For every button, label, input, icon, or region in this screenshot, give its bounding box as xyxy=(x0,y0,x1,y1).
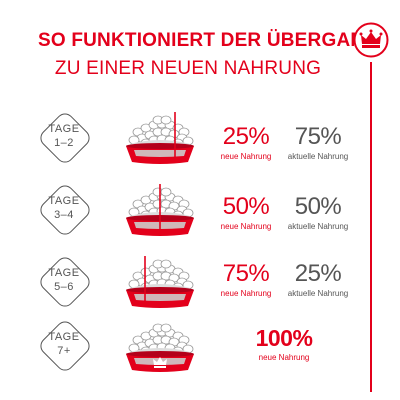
step-4-new-label: neue Nahrung xyxy=(258,353,310,362)
step-3-current-percent: 25% xyxy=(294,260,342,287)
step-1-current-label: aktuelle Nahrung xyxy=(287,152,349,161)
step-3-bowl-icon xyxy=(126,256,194,308)
step-2-day-badge: TAGE 3–4 xyxy=(36,181,94,239)
step-4-day-badge: TAGE 7+ xyxy=(36,317,94,375)
timeline-line xyxy=(370,62,372,392)
step-2-new-percent: 50% xyxy=(222,193,270,220)
page-title-line2: ZU EINER NEUEN NAHRUNG xyxy=(54,58,322,79)
step-1-current-percent: 75% xyxy=(294,123,342,150)
step-4-new-percent: 100% xyxy=(255,325,313,351)
step-3-day-badge: TAGE 5–6 xyxy=(36,253,94,311)
step-1-new-percent: 25% xyxy=(222,123,270,150)
step-4-bowl-icon xyxy=(126,323,194,372)
royal-canin-crown-icon xyxy=(353,22,389,58)
step-2-bowl-icon xyxy=(126,184,194,236)
step-1-bowl-icon xyxy=(126,112,194,164)
step-3-current-label: aktuelle Nahrung xyxy=(287,289,349,298)
step-1-day-badge: TAGE 1–2 xyxy=(36,109,94,167)
step-2-new-label: neue Nahrung xyxy=(220,222,272,231)
step-3-new-percent: 75% xyxy=(222,260,270,287)
page-title-line1: SO FUNKTIONIERT DER ÜBERGANG xyxy=(38,30,380,51)
step-3-new-label: neue Nahrung xyxy=(220,289,272,298)
step-2-current-percent: 50% xyxy=(294,193,342,220)
step-2-current-label: aktuelle Nahrung xyxy=(287,222,349,231)
step-1-new-label: neue Nahrung xyxy=(220,152,272,161)
